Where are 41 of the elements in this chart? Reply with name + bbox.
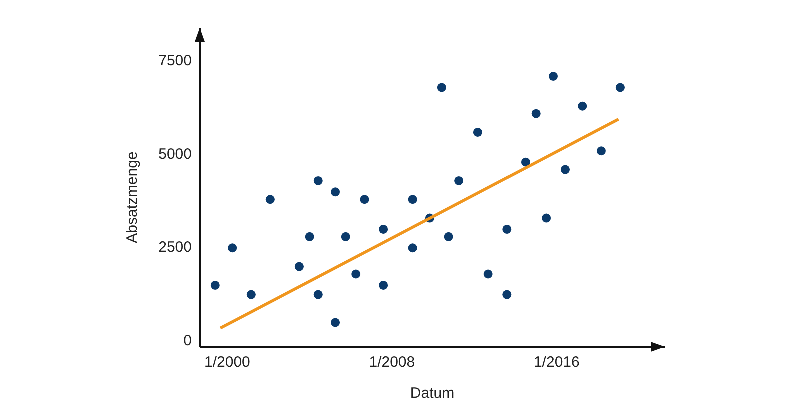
point xyxy=(352,270,361,279)
point xyxy=(379,280,388,290)
point xyxy=(379,224,388,234)
point xyxy=(484,270,493,279)
point xyxy=(314,176,323,186)
point xyxy=(502,290,512,300)
x-tick-label: 1/2016 xyxy=(534,354,580,371)
point xyxy=(341,232,350,242)
point xyxy=(521,158,530,167)
point xyxy=(542,214,552,223)
point xyxy=(616,83,625,92)
point xyxy=(454,176,464,186)
point xyxy=(502,224,512,234)
y-axis-title: Absatzmenge xyxy=(124,152,141,244)
point xyxy=(331,188,340,197)
point xyxy=(228,244,238,253)
point xyxy=(473,128,482,137)
x-tick-label: 1/2000 xyxy=(204,354,250,371)
x-axis-title: Datum xyxy=(410,385,455,402)
point xyxy=(360,195,370,204)
point xyxy=(548,72,558,82)
point xyxy=(437,83,446,92)
y-tick-label: 2500 xyxy=(158,239,192,256)
point xyxy=(246,290,256,300)
point xyxy=(331,318,340,328)
point xyxy=(210,280,220,290)
point xyxy=(294,262,304,272)
point xyxy=(532,109,541,118)
y-tick-label: 0 xyxy=(184,332,192,350)
point xyxy=(408,244,418,253)
point xyxy=(314,290,323,300)
point xyxy=(578,102,588,111)
point xyxy=(444,232,454,242)
point xyxy=(408,195,418,204)
point xyxy=(266,195,275,204)
y-tick-label: 5000 xyxy=(158,146,192,163)
point xyxy=(305,232,314,242)
y-tick-label: 7500 xyxy=(158,52,192,70)
point xyxy=(596,146,606,156)
point xyxy=(560,165,570,174)
x-tick-label: 1/2008 xyxy=(369,354,416,371)
